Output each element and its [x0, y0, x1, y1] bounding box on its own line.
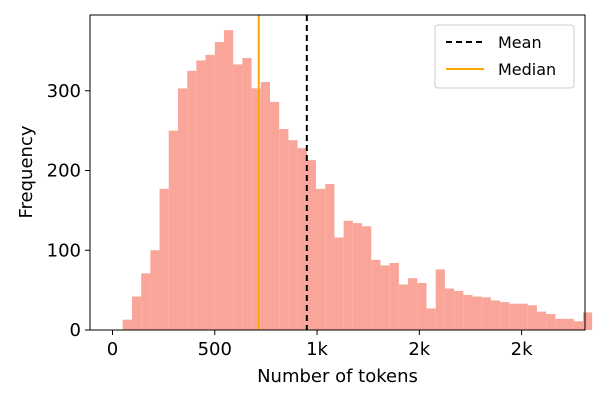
histogram-bar — [279, 129, 289, 330]
histogram-bar — [518, 303, 528, 330]
x-tick-label: 2k — [408, 339, 430, 360]
y-tick-label: 300 — [47, 81, 81, 102]
histogram-bar — [260, 81, 270, 331]
histogram-bar — [362, 226, 372, 330]
histogram-bar — [371, 259, 381, 330]
histogram-bar — [454, 290, 464, 330]
histogram-bar — [251, 88, 261, 330]
histogram-bar — [223, 30, 234, 331]
y-tick-label: 0 — [70, 320, 81, 341]
histogram-bar — [270, 101, 280, 331]
histogram-bar — [214, 42, 224, 330]
histogram-bar — [325, 184, 335, 330]
y-axis-ticks: 0 100 200 300 — [47, 81, 90, 341]
histogram-bar — [122, 319, 132, 330]
histogram-bar — [131, 296, 142, 330]
histogram-bar — [555, 318, 565, 330]
histogram-bar — [177, 88, 188, 330]
x-tick-label: 2k — [511, 339, 533, 360]
plot-frame — [89, 14, 586, 331]
histogram-bar — [573, 321, 583, 330]
histogram-bar — [187, 70, 197, 330]
histogram-bar — [233, 64, 243, 330]
histogram-bar — [509, 303, 519, 330]
histogram-bar — [435, 269, 445, 330]
x-tick-label: 500 — [198, 339, 232, 360]
histogram-bar — [334, 237, 344, 330]
histogram-bar — [481, 297, 491, 330]
histogram-bar — [398, 284, 409, 330]
histogram-bar — [316, 188, 326, 330]
y-axis-label: Frequency — [16, 125, 37, 218]
histogram-bar — [546, 314, 556, 330]
legend: Mean Median — [434, 24, 575, 89]
histogram-bar — [159, 188, 169, 330]
histogram-bar — [306, 160, 317, 330]
histogram-bar — [527, 305, 537, 330]
legend-median-label: Median — [498, 60, 556, 79]
histogram-bar — [288, 140, 298, 330]
x-axis-label: Number of tokens — [257, 366, 418, 387]
legend-mean-label: Mean — [498, 33, 542, 52]
histogram-bar — [141, 273, 151, 330]
histogram-bar — [380, 265, 390, 330]
histogram-bar — [472, 296, 482, 330]
x-axis-ticks: 0 500 1k 2k 2k — [107, 330, 533, 360]
histogram-bar — [168, 130, 178, 330]
histogram-bar — [463, 294, 473, 330]
histogram-bar — [343, 220, 353, 330]
bars-group — [122, 30, 593, 331]
histogram-bar — [242, 58, 252, 330]
histogram-bar — [490, 300, 501, 330]
x-tick-label: 1k — [306, 339, 328, 360]
histogram-bar — [417, 282, 427, 330]
x-tick-label: 0 — [107, 339, 118, 360]
histogram-bar — [297, 148, 307, 330]
histogram-bar — [150, 250, 160, 330]
y-tick-label: 100 — [47, 240, 81, 261]
histogram-bar — [408, 278, 418, 330]
histogram-bar — [426, 308, 436, 330]
histogram-bar — [196, 60, 206, 331]
histogram-bar — [500, 302, 510, 330]
histogram-bar — [564, 318, 574, 330]
reference-lines — [257, 15, 308, 330]
histogram-bar — [536, 311, 547, 330]
legend-frame — [434, 24, 575, 89]
histogram-bar — [389, 263, 399, 330]
y-tick-label: 200 — [47, 161, 81, 182]
histogram-bar — [582, 312, 593, 330]
histogram-bar — [205, 54, 215, 331]
histogram-bar — [352, 223, 363, 330]
histogram-bar — [444, 288, 455, 330]
